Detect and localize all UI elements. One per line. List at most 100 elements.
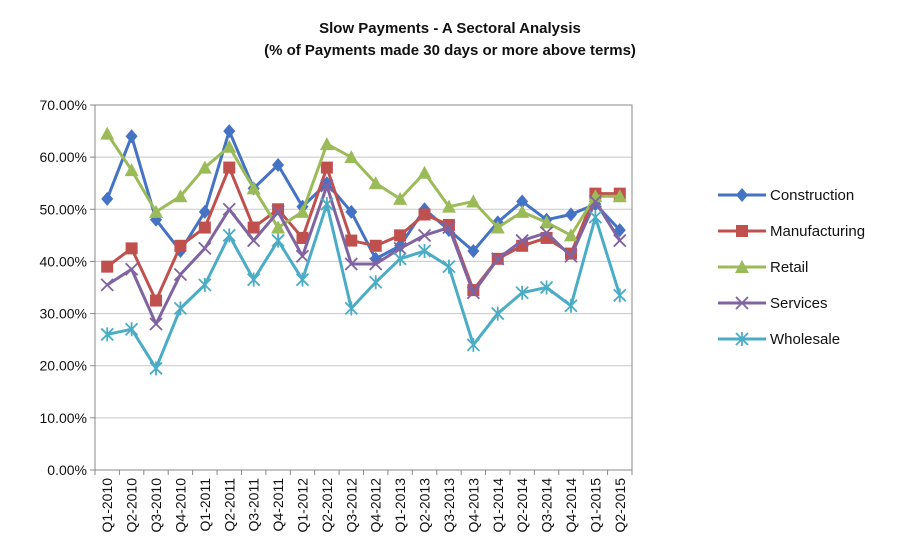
data-point-retail: [417, 165, 432, 179]
data-point-services: [247, 233, 261, 248]
y-tick-label: 20.00%: [40, 358, 87, 374]
data-point-services: [515, 233, 529, 248]
x-tick-label: Q2-2012: [319, 478, 335, 533]
data-point-retail: [222, 139, 237, 153]
data-point-services: [491, 252, 505, 266]
data-point-services: [173, 267, 188, 282]
data-point-construction: [125, 129, 138, 144]
data-point-manufacturing: [345, 234, 358, 247]
y-tick-label: 70.00%: [40, 97, 87, 113]
legend-marker-wholesale: [735, 332, 749, 346]
data-point-services: [100, 278, 114, 292]
series-services: [100, 179, 627, 331]
legend-label-services: Services: [770, 295, 828, 312]
data-point-wholesale: [247, 272, 261, 287]
data-point-wholesale: [442, 259, 456, 274]
axes: [90, 104, 633, 475]
series-line-construction: [105, 129, 621, 261]
data-point-wholesale: [173, 301, 188, 316]
data-point-retail: [539, 215, 554, 229]
chart-subtitle: (% of Payments made 30 days or more abov…: [264, 42, 636, 59]
y-tick-label: 30.00%: [40, 306, 87, 322]
data-point-manufacturing: [150, 294, 163, 307]
data-point-services: [613, 233, 627, 248]
data-point-wholesale: [295, 272, 310, 287]
x-tick-label: Q4-2011: [270, 478, 286, 532]
data-point-services: [564, 249, 578, 263]
legend-label-manufacturing: Manufacturing: [770, 223, 865, 240]
data-point-retail: [124, 163, 139, 177]
data-point-services: [539, 226, 554, 240]
data-point-wholesale: [564, 298, 578, 313]
legend-marker-services: [735, 296, 749, 310]
x-tick-label: Q3-2013: [441, 478, 457, 533]
series-line-manufacturing: [106, 166, 620, 303]
data-point-manufacturing: [125, 242, 138, 255]
data-point-wholesale: [149, 361, 163, 376]
data-point-services: [149, 317, 163, 331]
data-point-wholesale: [369, 275, 383, 290]
legend-label-retail: Retail: [770, 259, 808, 276]
data-point-manufacturing: [247, 221, 260, 234]
data-point-manufacturing: [369, 239, 382, 252]
data-point-construction: [101, 191, 114, 206]
x-tick-label: Q1-2014: [490, 478, 506, 533]
x-tick-label: Q2-2014: [514, 478, 530, 533]
x-tick-label: Q4-2012: [368, 478, 384, 533]
x-tick-label: Q2-2013: [417, 478, 433, 533]
data-point-retail: [149, 204, 164, 218]
legend-item-manufacturing: Manufacturing: [718, 223, 865, 240]
x-tick-label: Q1-2012: [294, 478, 310, 533]
data-point-services: [588, 194, 603, 209]
series-layer: [100, 124, 627, 376]
data-point-wholesale: [417, 244, 432, 258]
legend-item-retail: Retail: [718, 259, 808, 276]
data-point-retail: [563, 228, 578, 242]
data-point-retail: [246, 181, 261, 195]
legend-marker-retail: [735, 260, 749, 273]
data-point-services: [393, 241, 407, 256]
data-point-retail: [612, 189, 627, 203]
data-point-services: [344, 257, 358, 271]
data-point-manufacturing: [394, 229, 407, 242]
data-point-services: [271, 205, 285, 219]
legend-item-wholesale: Wholesale: [718, 331, 840, 348]
x-tick-label: Q2-2015: [612, 478, 628, 533]
data-point-retail: [319, 137, 334, 151]
x-tick-label: Q1-2011: [197, 478, 213, 532]
y-tick-label: 60.00%: [40, 149, 87, 165]
data-point-retail: [295, 204, 310, 218]
data-point-services: [442, 220, 456, 235]
data-point-manufacturing: [320, 161, 333, 174]
data-point-wholesale: [222, 228, 236, 243]
data-point-construction: [223, 124, 236, 139]
x-tick-label: Q3-2011: [246, 478, 262, 532]
series-line-services: [106, 184, 622, 326]
legend-label-construction: Construction: [770, 187, 854, 204]
chart-title: Slow Payments - A Sectoral Analysis: [319, 20, 581, 37]
data-point-wholesale: [466, 337, 480, 352]
data-point-manufacturing: [223, 161, 236, 174]
x-tick-label: Q3-2014: [539, 478, 555, 533]
data-point-retail: [515, 204, 530, 218]
data-point-construction: [272, 157, 285, 172]
x-tick-label: Q4-2013: [465, 478, 481, 533]
data-point-construction: [564, 207, 577, 222]
data-point-retail: [441, 199, 456, 213]
data-point-wholesale: [271, 233, 285, 248]
x-tick-label: Q3-2010: [148, 478, 164, 533]
data-point-wholesale: [344, 301, 358, 316]
x-tick-label: Q1-2013: [392, 478, 408, 533]
y-tick-label: 10.00%: [40, 410, 87, 426]
data-point-retail: [466, 194, 481, 208]
data-point-wholesale: [539, 280, 554, 295]
x-tick-label: Q2-2011: [221, 478, 237, 532]
data-point-manufacturing: [101, 260, 114, 273]
data-point-retail: [173, 189, 188, 203]
x-tick-label: Q1-2010: [99, 478, 115, 533]
data-point-construction: [345, 204, 358, 219]
y-tick-label: 0.00%: [47, 462, 87, 478]
legend-marker-manufacturing: [736, 225, 748, 237]
data-point-wholesale: [100, 327, 114, 342]
